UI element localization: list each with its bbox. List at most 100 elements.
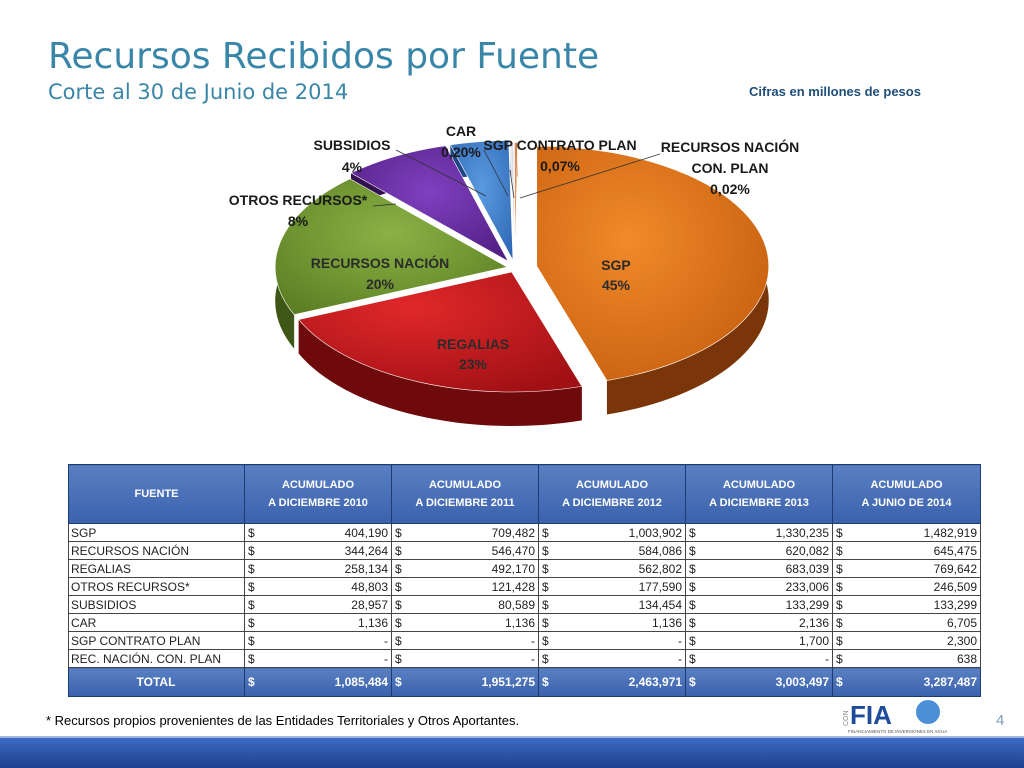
amount-cell: $709,482 xyxy=(391,523,539,542)
amount-cell: $ - xyxy=(391,649,539,668)
amount-value: 645,475 xyxy=(933,543,977,558)
pie-slice-0 xyxy=(536,145,770,381)
slice-label-car: CAR xyxy=(446,123,476,139)
header-2014: ACUMULADO A JUNIO DE 2014 xyxy=(832,464,981,524)
currency-symbol: $ xyxy=(248,675,255,689)
currency-symbol: $ xyxy=(395,597,402,612)
amount-cell: $246,509 xyxy=(832,577,981,596)
currency-symbol: $ xyxy=(248,543,255,558)
amount-value: 3,287,487 xyxy=(923,675,977,689)
amount-cell: $562,802 xyxy=(538,559,686,578)
slice-label-recursos-nacion-con-plan-1: RECURSOS NACIÓN xyxy=(661,138,799,155)
header-fuente: FUENTE xyxy=(68,464,245,524)
amount-cell: $404,190 xyxy=(244,523,392,542)
table-row: RECURSOS NACIÓN $344,264 $546,470 $584,086 $… xyxy=(68,541,981,560)
currency-symbol: $ xyxy=(248,579,255,594)
amount-cell: $6,705 xyxy=(832,613,981,632)
row-name: OTROS RECURSOS* xyxy=(68,577,245,596)
slice-label-sgp: SGP xyxy=(601,257,631,273)
pie-slice-1 xyxy=(298,271,583,393)
amount-value: 3,003,497 xyxy=(775,675,829,689)
pie-slice-2 xyxy=(274,178,509,315)
row-name: TOTAL xyxy=(68,667,245,697)
amount-cell: $2,300 xyxy=(832,631,981,650)
amount-cell: $177,590 xyxy=(538,577,686,596)
currency-symbol: $ xyxy=(689,579,696,594)
amount-value: 48,803 xyxy=(351,579,388,594)
amount-cell: $769,642 xyxy=(832,559,981,578)
currency-symbol: $ xyxy=(395,633,402,648)
table-row: SGP $404,190 $709,482 $1,003,902 $1,330,235 $… xyxy=(68,523,981,542)
currency-symbol: $ xyxy=(836,525,843,540)
amount-cell: $492,170 xyxy=(391,559,539,578)
currency-symbol: $ xyxy=(836,579,843,594)
currency-symbol: $ xyxy=(248,525,255,540)
amount-cell: $ - xyxy=(244,631,392,650)
currency-symbol: $ xyxy=(836,651,843,666)
currency-symbol: $ xyxy=(689,561,696,576)
currency-symbol: $ xyxy=(542,543,549,558)
amount-value: 620,082 xyxy=(785,543,829,558)
amount-value: - xyxy=(531,651,535,666)
amount-cell: $133,299 xyxy=(832,595,981,614)
pie-side-1 xyxy=(298,319,582,427)
amount-value: 709,482 xyxy=(491,525,535,540)
currency-symbol: $ xyxy=(248,651,255,666)
currency-symbol: $ xyxy=(395,525,402,540)
amount-cell: $1,136 xyxy=(538,613,686,632)
amount-value: 344,264 xyxy=(344,543,388,558)
amount-value: 1,136 xyxy=(504,615,535,630)
amount-value: 246,509 xyxy=(933,579,977,594)
currency-symbol: $ xyxy=(395,675,402,689)
amount-cell: $ - xyxy=(685,649,833,668)
amount-value: 769,642 xyxy=(933,561,977,576)
currency-symbol: $ xyxy=(248,633,255,648)
amount-value: 562,802 xyxy=(638,561,682,576)
amount-cell: $133,299 xyxy=(685,595,833,614)
amount-cell: $546,470 xyxy=(391,541,539,560)
currency-symbol: $ xyxy=(689,651,696,666)
currency-symbol: $ xyxy=(836,675,843,689)
amount-cell: $1,482,919 xyxy=(832,523,981,542)
slice-pct-regalias: 23% xyxy=(459,356,488,372)
amount-cell: $620,082 xyxy=(685,541,833,560)
amount-cell: $1,136 xyxy=(244,613,392,632)
amount-value: - xyxy=(384,633,388,648)
pie-leader-lines xyxy=(372,149,661,207)
amount-cell: $344,264 xyxy=(244,541,392,560)
currency-symbol: $ xyxy=(836,597,843,612)
amount-value: 492,170 xyxy=(491,561,535,576)
leader-line-5 xyxy=(483,149,509,197)
pie-slice-3 xyxy=(350,145,509,263)
leader-line-4 xyxy=(395,149,487,197)
amount-cell: $2,136 xyxy=(685,613,833,632)
amount-cell: $3,003,497 xyxy=(685,667,833,697)
currency-symbol: $ xyxy=(248,597,255,612)
slice-label-otros: OTROS RECURSOS* xyxy=(229,192,368,208)
amount-value: 2,136 xyxy=(798,615,829,630)
currency-symbol: $ xyxy=(689,615,696,630)
header-2011: ACUMULADO A DICIEMBRE 2011 xyxy=(391,464,539,524)
amount-value: - xyxy=(531,633,535,648)
amount-cell: $ - xyxy=(391,631,539,650)
page-subtitle: Corte al 30 de Junio de 2014 xyxy=(48,80,349,104)
currency-symbol: $ xyxy=(836,561,843,576)
currency-symbol: $ xyxy=(395,615,402,630)
slice-label-subsidios: SUBSIDIOS xyxy=(313,137,390,153)
amount-cell: $121,428 xyxy=(391,577,539,596)
svg-text:CON: CON xyxy=(843,710,850,726)
amount-cell: $134,454 xyxy=(538,595,686,614)
currency-symbol: $ xyxy=(689,543,696,558)
amount-cell: $1,700 xyxy=(685,631,833,650)
leader-line-6 xyxy=(509,169,515,199)
pie-slice-tops xyxy=(274,140,770,393)
amount-value: 133,299 xyxy=(933,597,977,612)
currency-symbol: $ xyxy=(836,543,843,558)
amount-cell: $1,003,902 xyxy=(538,523,686,542)
amount-cell: $1,085,484 xyxy=(244,667,392,697)
row-name: SGP CONTRATO PLAN xyxy=(68,631,245,650)
slice-label-recursos-nacion-con-plan-2: CON. PLAN xyxy=(692,160,769,176)
units-note: Cifras en millones de pesos xyxy=(749,84,921,99)
slice-pct-sgp: 45% xyxy=(602,277,631,293)
amount-value: 133,299 xyxy=(785,597,829,612)
